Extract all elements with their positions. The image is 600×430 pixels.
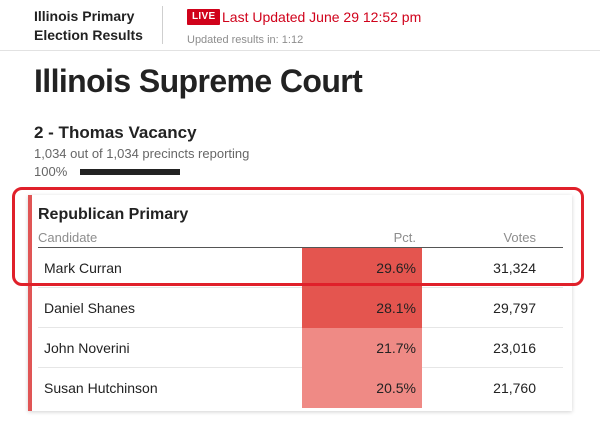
candidate-name: Mark Curran [44, 260, 122, 276]
header-rule [38, 247, 563, 248]
candidate-name: Daniel Shanes [44, 300, 136, 316]
brand-line-2: Election Results [34, 27, 143, 43]
column-header-votes: Votes [503, 230, 536, 245]
results-card: Republican Primary Candidate Pct. Votes … [28, 195, 572, 411]
precincts-reporting: 1,034 out of 1,034 precincts reporting [34, 146, 250, 161]
candidate-votes: 29,797 [493, 300, 536, 316]
reporting-progress-fill [80, 169, 180, 175]
candidate-pct: 20.5% [302, 368, 422, 408]
site-header: Illinois Primary Election Results LIVE L… [0, 0, 600, 51]
table-row[interactable]: John Noverini 21.7% 23,016 [38, 328, 563, 368]
header-divider [162, 6, 163, 44]
candidate-name: Susan Hutchinson [44, 380, 158, 396]
last-updated-text: Last Updated June 29 12:52 pm [222, 9, 422, 25]
brand-title[interactable]: Illinois Primary Election Results [34, 7, 156, 45]
page-title: Illinois Supreme Court [34, 63, 363, 99]
refresh-countdown: Updated results in: 1:12 [187, 34, 304, 46]
results-title: Republican Primary [38, 206, 189, 223]
column-header-pct: Pct. [393, 230, 416, 245]
race-title: 2 - Thomas Vacancy [34, 123, 197, 142]
candidate-pct: 21.7% [302, 328, 422, 368]
table-row[interactable]: Daniel Shanes 28.1% 29,797 [38, 288, 563, 328]
column-header-candidate: Candidate [38, 230, 98, 245]
live-badge: LIVE [187, 9, 221, 25]
candidate-votes: 23,016 [493, 340, 536, 356]
candidate-pct: 29.6% [302, 248, 422, 288]
table-row[interactable]: Susan Hutchinson 20.5% 21,760 [38, 368, 563, 408]
candidate-votes: 21,760 [493, 380, 536, 396]
percent-reporting-label: 100% [34, 164, 68, 179]
brand-line-1: Illinois Primary [34, 8, 135, 24]
results-table: Mark Curran 29.6% 31,324 Daniel Shanes 2… [38, 248, 563, 408]
candidate-pct: 28.1% [302, 288, 422, 328]
table-row[interactable]: Mark Curran 29.6% 31,324 [38, 248, 563, 288]
candidate-name: John Noverini [44, 340, 130, 356]
reporting-progress-bar [80, 169, 180, 175]
candidate-votes: 31,324 [493, 260, 536, 276]
